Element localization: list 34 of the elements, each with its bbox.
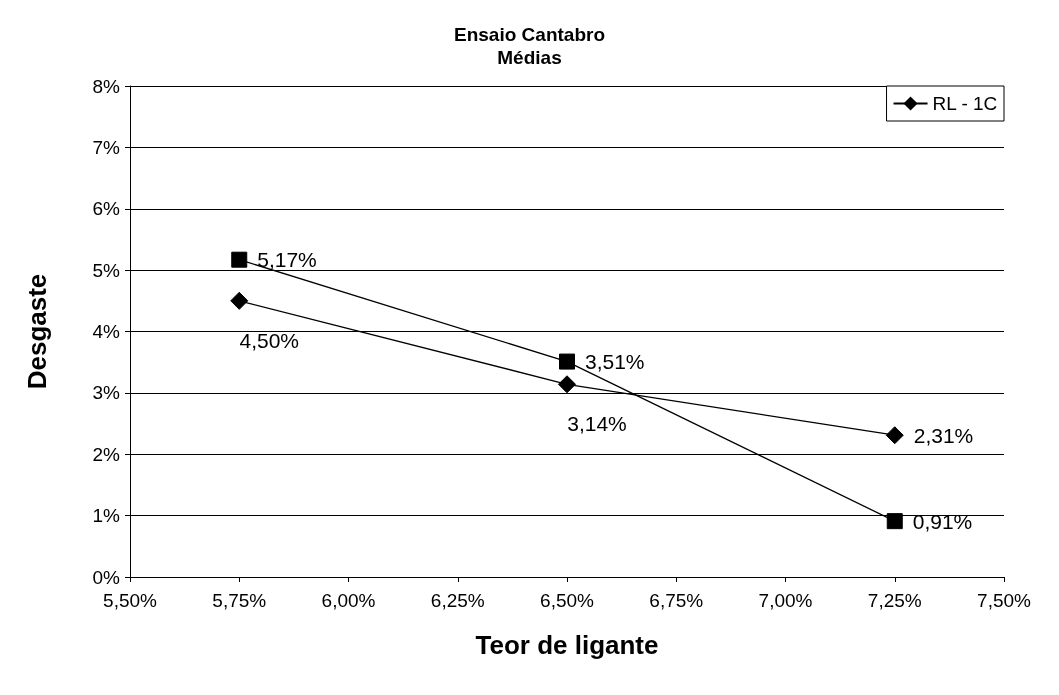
y-tick-label: 5%: [92, 259, 121, 281]
y-tick-label: 6%: [92, 198, 121, 220]
data-label: 3,51%: [585, 350, 645, 374]
data-label: 3,14%: [567, 412, 627, 436]
x-tick-label: 6,25%: [430, 590, 485, 611]
x-tick-label: 5,50%: [103, 590, 158, 611]
y-tick-label: 0%: [92, 566, 121, 588]
point: [559, 353, 575, 370]
y-tick-label: 3%: [92, 382, 121, 404]
legend-label: RL - 1C: [932, 93, 998, 114]
x-tick-label: 7,50%: [977, 590, 1032, 611]
data-label: 4,50%: [239, 328, 300, 352]
point: [558, 375, 576, 394]
chart-subtitle: Médias: [497, 47, 562, 68]
y-tick-label: 4%: [92, 321, 121, 342]
data-label: 2,31%: [913, 423, 974, 447]
point: [886, 513, 903, 530]
chart-title: Ensaio Cantabro: [454, 24, 605, 45]
y-axis-title: Desgaste: [22, 273, 52, 390]
y-tick-label: 8%: [92, 75, 121, 97]
x-tick-label: 5,75%: [212, 590, 267, 611]
y-tick-label: 1%: [92, 505, 121, 527]
point: [885, 426, 904, 445]
point: [230, 291, 249, 310]
data-label: 5,17%: [257, 248, 317, 272]
x-axis-title: Teor de ligante: [475, 630, 659, 660]
y-tick-label: 7%: [92, 136, 121, 158]
x-tick-label: 6,00%: [321, 590, 376, 611]
y-tick-label: 2%: [92, 443, 121, 465]
x-tick-label: 7,00%: [758, 590, 813, 611]
x-tick-label: 7,25%: [867, 590, 922, 611]
point: [231, 251, 248, 268]
x-tick-label: 6,50%: [540, 590, 595, 611]
x-tick-label: 6,75%: [649, 590, 704, 611]
